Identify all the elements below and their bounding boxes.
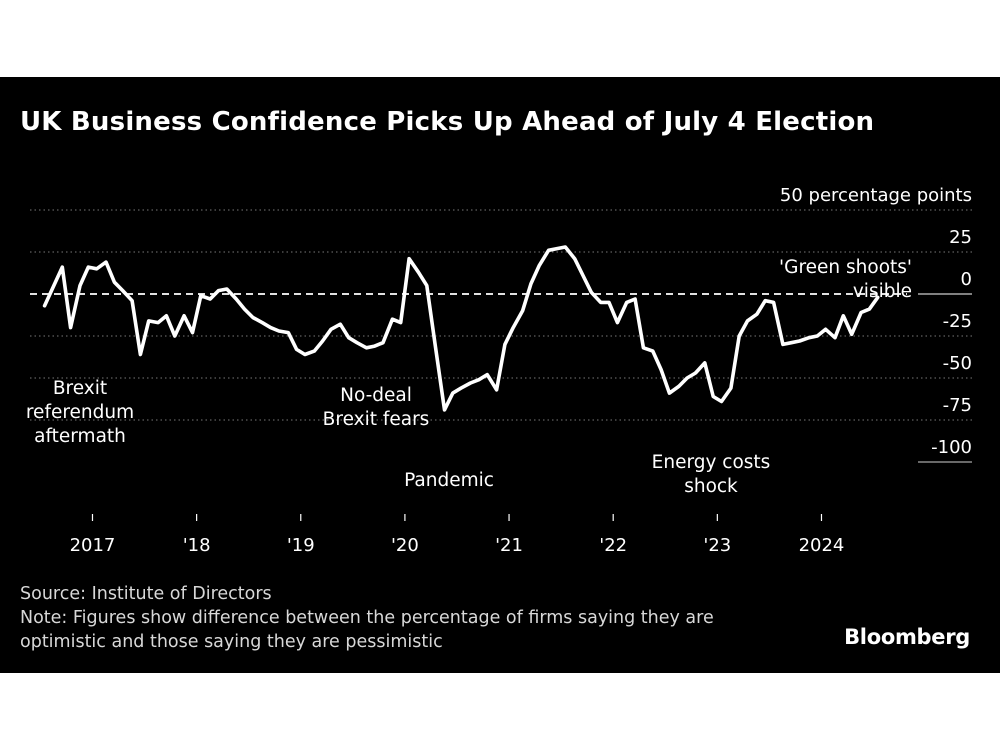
chart-title: UK Business Confidence Picks Up Ahead of… (20, 107, 875, 137)
annotation-no-deal: Brexit fears (323, 409, 430, 430)
y-tick-label: -25 (943, 311, 972, 332)
line-chart: 50 percentage points 25 0 -25 -50 -75 -100 2017… (26, 185, 972, 556)
annotation-pandemic: Pandemic (404, 470, 494, 491)
x-tick-label: '23 (703, 535, 731, 556)
annotation-layer: Brexit referendum aftermath No-deal Brexit f… (26, 257, 912, 497)
series-layer (42, 245, 880, 412)
x-tick-label: '20 (391, 535, 419, 556)
y-tick-label: 0 (961, 269, 972, 290)
x-tick-label: '19 (287, 535, 315, 556)
annotation-brexit: referendum (26, 402, 134, 423)
annotation-brexit: aftermath (34, 426, 126, 447)
chart-panel: UK Business Confidence Picks Up Ahead of… (0, 77, 1000, 673)
annotation-no-deal: No-deal (340, 385, 412, 406)
note-line-2: optimistic and those saying they are pes… (20, 632, 443, 652)
y-tick-label: 25 (949, 227, 972, 248)
x-tick-label: '22 (599, 535, 627, 556)
y-tick-label: -75 (943, 395, 972, 416)
x-tick-label: '18 (183, 535, 211, 556)
note-line-1: Note: Figures show difference between th… (20, 608, 714, 628)
x-tick-label: 2017 (70, 535, 116, 556)
y-tick-label: -50 (943, 353, 972, 374)
x-tick-label: 2024 (799, 535, 845, 556)
annotation-energy: Energy costs (652, 452, 771, 473)
annotation-green-shoots: visible (853, 281, 912, 302)
bloomberg-logo: Bloomberg (844, 625, 970, 649)
series-line (42, 245, 880, 412)
y-tick-label: -100 (931, 437, 972, 458)
source-note: Source: Institute of Directors (20, 584, 272, 604)
y-unit-label: 50 percentage points (780, 185, 972, 206)
axis-layer: 50 percentage points 25 0 -25 -50 -75 -100 2017… (70, 185, 972, 556)
annotation-green-shoots: 'Green shoots' (779, 257, 912, 278)
annotation-energy: shock (684, 476, 738, 497)
annotation-brexit: Brexit (53, 378, 107, 399)
x-tick-label: '21 (495, 535, 523, 556)
grid-layer (30, 209, 972, 463)
